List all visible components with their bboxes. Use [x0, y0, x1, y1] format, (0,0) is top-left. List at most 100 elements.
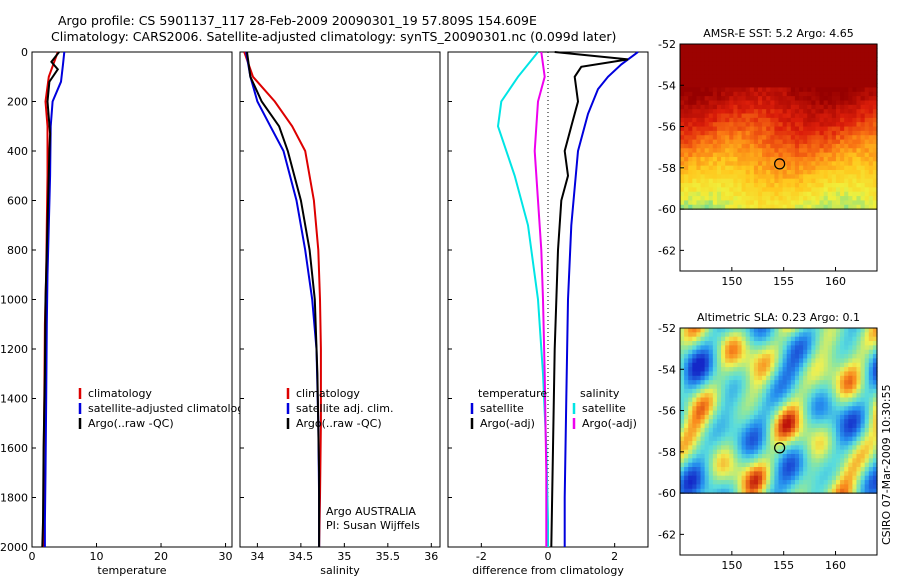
- map-cell: [790, 423, 796, 429]
- map-cell: [696, 480, 702, 485]
- map-cell: [766, 178, 771, 184]
- map-cell: [757, 61, 763, 67]
- map-cell: [753, 139, 759, 145]
- map-cell: [794, 349, 800, 355]
- map-cell: [811, 109, 817, 115]
- map-cell: [844, 52, 849, 58]
- map-cell: [753, 427, 759, 433]
- map-cell: [827, 362, 833, 368]
- map-cell: [745, 52, 751, 58]
- map-cell: [712, 380, 718, 386]
- map-cell: [803, 117, 808, 123]
- map-cell: [807, 414, 812, 420]
- map-cell: [811, 419, 817, 425]
- map-cell: [831, 126, 837, 132]
- map-cell: [872, 341, 878, 346]
- map-cell: [762, 328, 767, 333]
- map-cell: [819, 445, 825, 451]
- map-cell: [807, 401, 812, 407]
- map-cell: [745, 367, 751, 373]
- map-cell: [872, 423, 878, 429]
- map-cell: [745, 70, 751, 76]
- map-cell: [831, 423, 837, 429]
- map-cell: [753, 178, 759, 184]
- map-cell: [757, 345, 763, 351]
- map-cell: [786, 480, 792, 485]
- map-cell: [688, 143, 693, 149]
- map-cell: [856, 65, 862, 71]
- map-cell: [860, 488, 866, 494]
- map-cell: [729, 480, 734, 485]
- map-cell: [794, 445, 800, 451]
- map-cell: [733, 384, 739, 390]
- map-cell: [700, 467, 706, 472]
- map-cell: [762, 122, 767, 128]
- map-cell: [762, 135, 767, 141]
- map-cell: [684, 332, 689, 338]
- map-cell: [692, 61, 698, 67]
- map-cell: [692, 165, 698, 171]
- map-cell: [860, 100, 866, 106]
- map-cell: [770, 480, 775, 485]
- map-cell: [778, 445, 784, 451]
- map-cell: [803, 380, 808, 386]
- map-cell: [864, 178, 870, 184]
- map-cell: [827, 165, 833, 171]
- map-cell: [856, 161, 862, 167]
- map-cell: [704, 100, 710, 106]
- map-cell: [831, 100, 837, 106]
- map-cell: [835, 191, 841, 197]
- map-cell: [725, 354, 730, 360]
- map-cell: [782, 100, 788, 106]
- map-cell: [799, 48, 804, 54]
- map-cell: [737, 117, 743, 123]
- map-cell: [799, 178, 804, 184]
- map-cell: [733, 484, 739, 490]
- map-cell: [749, 480, 755, 485]
- map-cell: [807, 354, 812, 360]
- map-cell: [729, 135, 734, 141]
- map-cell: [716, 52, 722, 58]
- map-cell: [844, 332, 849, 338]
- map-cell: [803, 406, 808, 412]
- map-cell: [688, 436, 693, 442]
- map-cell: [749, 178, 755, 184]
- map-cell: [704, 74, 710, 80]
- map-cell: [745, 191, 751, 197]
- map-cell: [757, 367, 763, 373]
- map-cell: [815, 113, 821, 119]
- map-cell: [712, 484, 718, 490]
- map-cell: [766, 384, 771, 390]
- map-cell: [770, 104, 775, 110]
- map-cell: [868, 100, 874, 106]
- map-cell: [688, 74, 693, 80]
- map-cell: [729, 449, 734, 455]
- map-cell: [688, 475, 693, 481]
- map-cell: [864, 100, 870, 106]
- map-cell: [815, 169, 821, 175]
- map-cell: [741, 48, 747, 54]
- map-cell: [704, 401, 710, 407]
- map-cell: [860, 475, 866, 481]
- map-cell: [762, 406, 767, 412]
- map-cell: [684, 345, 689, 351]
- map-cell: [848, 419, 853, 425]
- map-cell: [680, 148, 685, 154]
- map-cell: [823, 135, 829, 141]
- map-cell: [704, 156, 710, 162]
- map-cell: [778, 78, 784, 84]
- map-cell: [680, 48, 685, 54]
- map-cell: [733, 445, 739, 451]
- map-cell: [770, 183, 775, 188]
- map-cell: [872, 74, 878, 80]
- map-cell: [684, 196, 689, 201]
- map-cell: [790, 475, 796, 481]
- map-cell: [733, 397, 739, 403]
- map-cell: [794, 183, 800, 188]
- map-cell: [774, 57, 780, 62]
- map-cell: [864, 191, 870, 197]
- map-cell: [856, 484, 862, 490]
- map-cell: [844, 388, 849, 394]
- map-cell: [811, 165, 817, 171]
- map-cell: [704, 427, 710, 433]
